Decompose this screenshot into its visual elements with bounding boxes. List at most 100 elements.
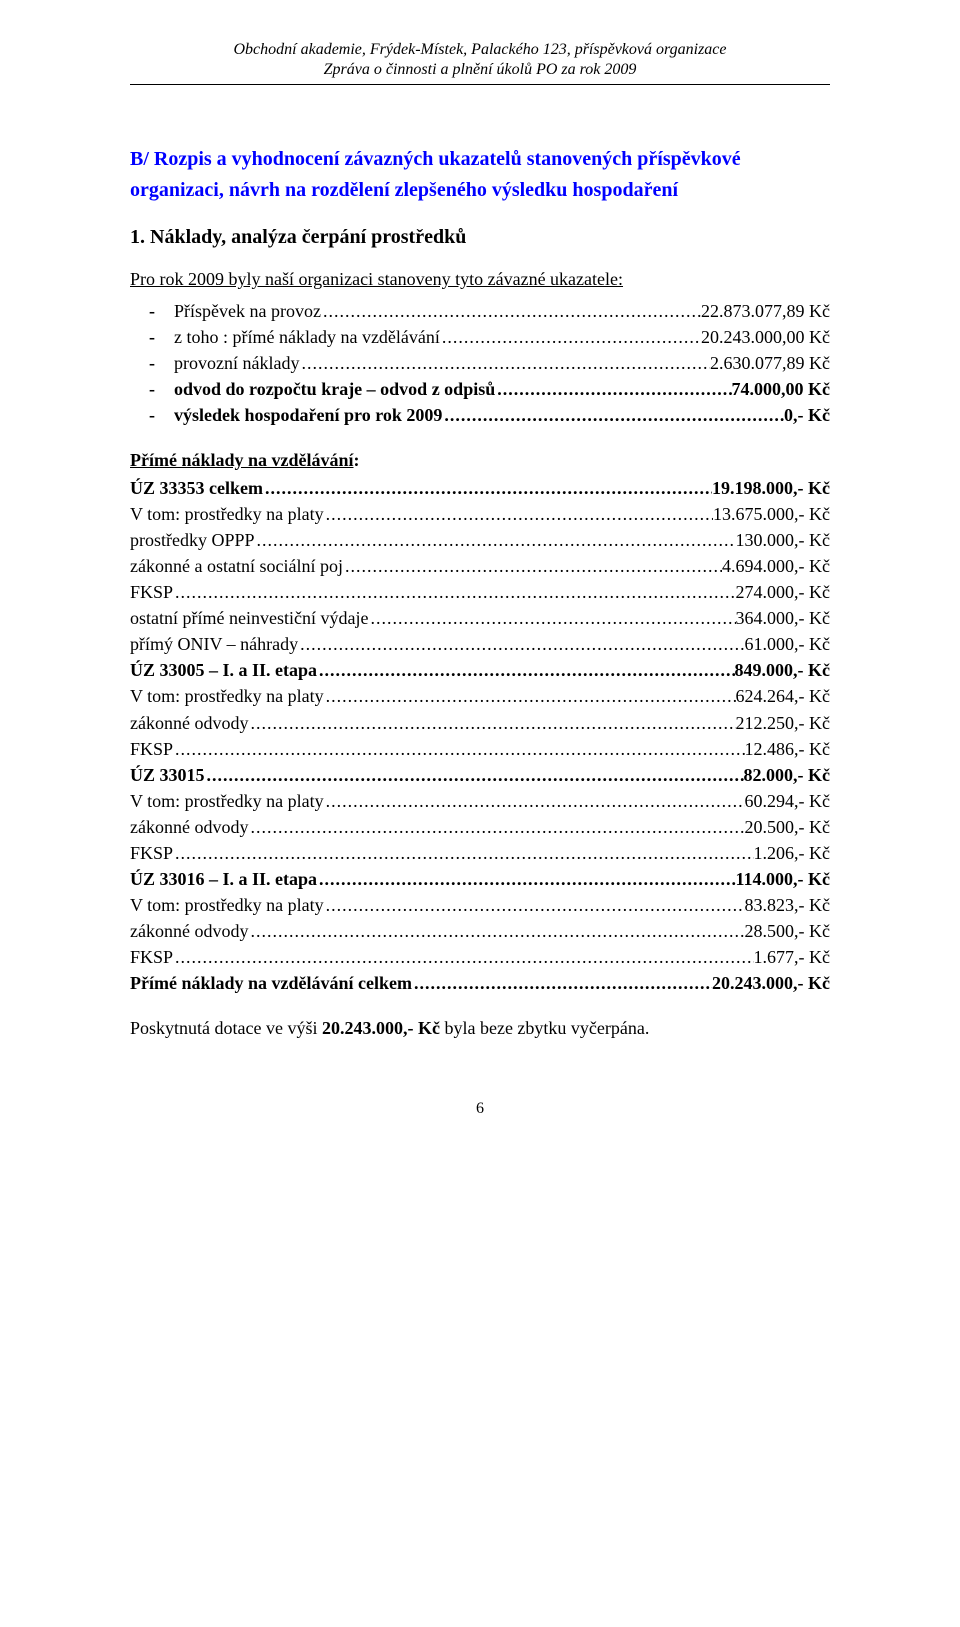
lead-sentence: Pro rok 2009 byly naší organizaci stanov… — [130, 266, 830, 292]
expense-value: 1.677,- Kč — [754, 944, 830, 970]
closing-pre: Poskytnutá dotace ve výši — [130, 1018, 322, 1038]
leader-dots: ........................................… — [205, 762, 744, 788]
expense-value: 364.000,- Kč — [736, 605, 830, 631]
leader-dots: ........................................… — [324, 683, 736, 709]
expense-label: FKSP — [130, 944, 173, 970]
header-line-1: Obchodní akademie, Frýdek-Místek, Palack… — [130, 40, 830, 60]
expense-label: V tom: prostředky na platy — [130, 683, 324, 709]
section-title-line1: B/ Rozpis a vyhodnocení závazných ukazat… — [130, 145, 830, 174]
leader-dots: ........................................… — [248, 814, 744, 840]
expense-row: ostatní přímé neinvestiční výdaje.......… — [130, 605, 830, 631]
subsection-heading-tail: : — [354, 450, 360, 470]
leader-dots: ........................................… — [248, 918, 744, 944]
expense-row: FKSP....................................… — [130, 944, 830, 970]
expense-value: 114.000,- Kč — [736, 866, 831, 892]
indicator-label: Příspěvek na provoz — [174, 298, 321, 324]
expense-label: FKSP — [130, 736, 173, 762]
expense-row: prostředky OPPP.........................… — [130, 527, 830, 553]
expense-label: zákonné odvody — [130, 710, 248, 736]
bullet-dash: - — [130, 298, 174, 324]
expense-value: 20.500,- Kč — [745, 814, 830, 840]
subheading: 1. Náklady, analýza čerpání prostředků — [130, 223, 830, 252]
page-header: Obchodní akademie, Frýdek-Místek, Palack… — [130, 40, 830, 85]
leader-dots: ........................................… — [255, 527, 736, 553]
leader-dots: ........................................… — [412, 970, 712, 996]
expense-row: zákonné odvody..........................… — [130, 918, 830, 944]
expense-row: V tom: prostředky na platy .............… — [130, 683, 830, 709]
closing-amount: 20.243.000,- Kč — [322, 1018, 440, 1038]
expense-label: V tom: prostředky na platy — [130, 892, 324, 918]
leader-dots: ........................................… — [368, 605, 735, 631]
expense-label: prostředky OPPP — [130, 527, 255, 553]
document-page: Obchodní akademie, Frýdek-Místek, Palack… — [0, 0, 960, 1627]
indicator-label: z toho : přímé náklady na vzdělávání — [174, 324, 440, 350]
expense-value: 20.243.000,- Kč — [712, 970, 830, 996]
closing-paragraph: Poskytnutá dotace ve výši 20.243.000,- K… — [130, 1015, 830, 1041]
indicator-value: 74.000,00 Kč — [732, 376, 831, 402]
bullet-dash: - — [130, 350, 174, 376]
indicator-value: 0,- Kč — [784, 402, 830, 428]
expense-row: zákonné odvody..........................… — [130, 814, 830, 840]
header-line-2: Zpráva o činnosti a plnění úkolů PO za r… — [130, 60, 830, 80]
expense-label: V tom: prostředky na platy — [130, 501, 324, 527]
bullet-dash: - — [130, 376, 174, 402]
expense-label: zákonné odvody — [130, 814, 248, 840]
leader-dots: ........................................… — [173, 840, 753, 866]
expense-value: 13.675.000,- Kč — [713, 501, 830, 527]
indicator-row: -výsledek hospodaření pro rok 2009 .....… — [130, 402, 830, 428]
expense-label: Přímé náklady na vzdělávání celkem — [130, 970, 412, 996]
expense-label: V tom: prostředky na platy — [130, 788, 324, 814]
expense-label: FKSP — [130, 579, 173, 605]
expense-value: 130.000,- Kč — [736, 527, 830, 553]
leader-dots: ........................................… — [442, 402, 784, 428]
expense-row: FKSP....................................… — [130, 736, 830, 762]
expense-value: 1.206,- Kč — [754, 840, 830, 866]
indicator-row: -Příspěvek na provoz ...................… — [130, 298, 830, 324]
expense-row: V tom: prostředky na platy..............… — [130, 501, 830, 527]
indicator-label: odvod do rozpočtu kraje – odvod z odpisů — [174, 376, 495, 402]
expense-value: 83.823,- Kč — [745, 892, 830, 918]
expense-row: zákonné odvody..........................… — [130, 710, 830, 736]
expense-row: ÚZ 33016 – I. a II. etapa ..............… — [130, 866, 830, 892]
leader-dots: ........................................… — [495, 376, 731, 402]
indicator-label: výsledek hospodaření pro rok 2009 — [174, 402, 442, 428]
indicator-row: -z toho : přímé náklady na vzdělávání ..… — [130, 324, 830, 350]
expense-value: 60.294,- Kč — [745, 788, 830, 814]
expense-label: přímý ONIV – náhrady — [130, 631, 298, 657]
bullet-dash: - — [130, 402, 174, 428]
indicator-value: 22.873.077,89 Kč — [701, 298, 830, 324]
indicator-bullet-list: -Příspěvek na provoz ...................… — [130, 298, 830, 428]
indicator-row: - provozní náklady .....................… — [130, 350, 830, 376]
leader-dots: ........................................… — [317, 866, 735, 892]
expense-value: 61.000,- Kč — [745, 631, 830, 657]
expense-value: 19.198.000,- Kč — [712, 475, 830, 501]
expense-label: ostatní přímé neinvestiční výdaje — [130, 605, 368, 631]
leader-dots: ........................................… — [343, 553, 722, 579]
leader-dots: ........................................… — [317, 657, 735, 683]
expense-value: 82.000,- Kč — [744, 762, 830, 788]
expense-row: ÚZ 33353 celkem.........................… — [130, 475, 830, 501]
leader-dots: ........................................… — [321, 298, 701, 324]
leader-dots: ........................................… — [324, 892, 745, 918]
closing-post: byla beze zbytku vyčerpána. — [440, 1018, 649, 1038]
leader-dots: ........................................… — [263, 475, 712, 501]
expense-row: V tom: prostředky na platy..............… — [130, 892, 830, 918]
leader-dots: ........................................… — [324, 501, 713, 527]
expense-value: 28.500,- Kč — [745, 918, 830, 944]
expense-row: ÚZ 33015................................… — [130, 762, 830, 788]
leader-dots: ........................................… — [440, 324, 701, 350]
subsection-heading-underline: Přímé náklady na vzdělávání — [130, 450, 354, 470]
expense-value: 4.694.000,- Kč — [722, 553, 830, 579]
page-number: 6 — [130, 1097, 830, 1120]
subsection-heading: Přímé náklady na vzdělávání: — [130, 447, 830, 473]
expense-value: 849.000,- Kč — [735, 657, 830, 683]
leader-dots: ........................................… — [299, 350, 710, 376]
leader-dots: ........................................… — [248, 710, 735, 736]
expense-value: 12.486,- Kč — [745, 736, 830, 762]
expense-label: ÚZ 33005 – I. a II. etapa — [130, 657, 317, 683]
bullet-dash: - — [130, 324, 174, 350]
expense-label: ÚZ 33353 celkem — [130, 475, 263, 501]
leader-dots: ........................................… — [173, 944, 753, 970]
expense-row: FKSP....................................… — [130, 579, 830, 605]
leader-dots: ........................................… — [324, 788, 745, 814]
